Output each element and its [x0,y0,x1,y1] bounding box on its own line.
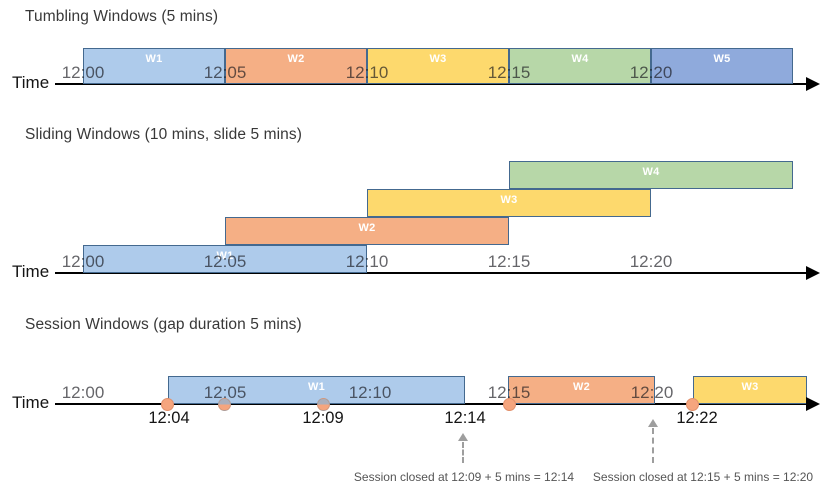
sliding-window-label: W1 [216,250,234,262]
tumbling-time-axis-label: Time [12,73,50,92]
event-dot [316,397,330,411]
session-window-box-w3: W3 [693,376,807,404]
session-axis-arrow-icon [806,397,820,411]
tumbling-window-box-w2: W2 [225,48,367,84]
event-time-label: 12:09 [302,409,344,427]
callout-arrow-dash [462,442,464,463]
event-dot [217,397,231,411]
session-closed-callout: Session closed at 12:09 + 5 mins = 12:14 [353,470,575,484]
session-time-axis [55,403,810,405]
sliding-section-title: Sliding Windows (10 mins, slide 5 mins) [25,126,302,143]
sliding-axis-arrow-icon [806,266,820,280]
sliding-window-label: W4 [642,166,660,178]
tumbling-time-axis [55,83,810,85]
session-tick-label: 12:15 [487,383,531,402]
tumbling-window-label: W5 [713,53,731,65]
tumbling-window-label: W4 [571,53,589,65]
session-tick-label: 12:20 [630,383,674,402]
tumbling-tick-label: 12:20 [629,63,673,82]
event-dot [685,397,699,411]
event-time-label: 12:14 [444,409,486,427]
session-section-title: Session Windows (gap duration 5 mins) [25,316,302,333]
callout-arrow-icon [458,433,468,441]
session-tick-label: 12:00 [61,383,105,402]
event-time-label: 12:04 [148,409,190,427]
tumbling-window-label: W1 [145,53,163,65]
session-window-box-w2: W2 [508,376,655,404]
callout-arrow-icon [648,419,658,427]
event-time-label: 12:22 [676,409,718,427]
session-window-label: W2 [572,381,591,393]
callout-arrow-dash [652,428,654,463]
tumbling-window-box-w1: W1 [83,48,225,84]
sliding-window-box-w4: W4 [509,161,793,189]
session-tick-label: 12:10 [348,383,392,402]
tumbling-window-label: W3 [429,53,447,65]
tumbling-window-box-w5: W5 [651,48,793,84]
tumbling-tick-label: 12:10 [345,63,389,82]
tumbling-section-title: Tumbling Windows (5 mins) [25,8,219,25]
sliding-window-box-w1: W1 [83,245,367,273]
sliding-tick-label: 12:15 [487,252,531,271]
tumbling-window-box-w4: W4 [509,48,651,84]
sliding-window-box-w2: W2 [225,217,509,245]
sliding-window-label: W2 [358,222,376,234]
event-dot [160,397,174,411]
tumbling-window-label: W2 [287,53,305,65]
sliding-time-axis [55,272,810,274]
session-time-axis-label: Time [12,393,50,412]
session-window-label: W1 [307,381,326,393]
session-closed-callout: Session closed at 12:15 + 5 mins = 12:20 [592,470,814,484]
sliding-window-box-w3: W3 [367,189,651,217]
tumbling-tick-label: 12:00 [61,63,105,82]
tumbling-tick-label: 12:15 [487,63,531,82]
session-tick-label: 12:05 [203,383,247,402]
tumbling-axis-arrow-icon [806,77,820,91]
sliding-tick-label: 12:10 [345,252,389,271]
tumbling-window-box-w3: W3 [367,48,509,84]
sliding-time-axis-label: Time [12,262,50,281]
sliding-window-label: W3 [500,194,518,206]
session-window-label: W3 [741,381,759,393]
sliding-tick-label: 12:00 [61,252,105,271]
event-dot [502,397,516,411]
tumbling-tick-label: 12:05 [203,63,247,82]
sliding-tick-label: 12:05 [203,252,247,271]
sliding-tick-label: 12:20 [629,252,673,271]
